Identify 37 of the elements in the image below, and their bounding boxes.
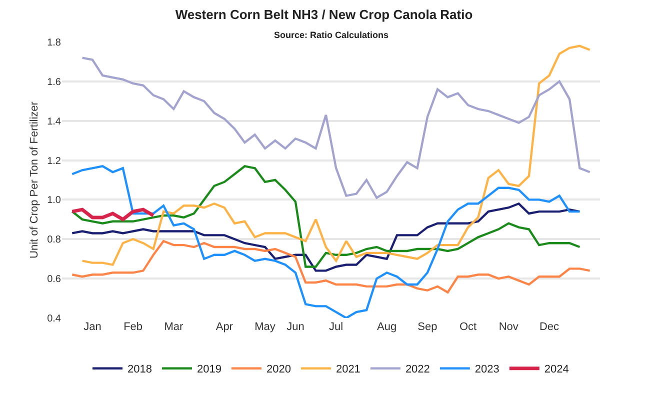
chart-subtitle: Source: Ratio Calculations xyxy=(274,30,389,40)
line-series xyxy=(71,240,591,294)
legend-label: 2019 xyxy=(196,364,222,376)
x-tick-label: Nov xyxy=(498,321,519,333)
chart-title: Western Corn Belt NH3 / New Crop Canola Ratio xyxy=(175,6,473,22)
y-tick-label: 1.4 xyxy=(47,116,62,128)
line-series xyxy=(71,165,581,268)
x-tick-label: Mar xyxy=(164,321,184,333)
line-series xyxy=(71,202,581,272)
legend-label: 2021 xyxy=(336,364,360,376)
legend-label: 2023 xyxy=(474,364,500,376)
y-tick-label: 0.4 xyxy=(47,314,62,324)
x-tick-label: Oct xyxy=(459,321,477,333)
y-tick-label: 0.8 xyxy=(47,234,62,246)
legend-label: 2024 xyxy=(544,364,569,376)
x-tick-label: May xyxy=(254,321,276,333)
legend-label: 2020 xyxy=(266,364,291,376)
x-tick-label: Apr xyxy=(216,321,234,333)
x-tick-label: Jul xyxy=(329,321,344,333)
x-tick-label: Dec xyxy=(539,321,560,333)
legend-label: 2018 xyxy=(128,364,152,376)
y-tick-label: 1.0 xyxy=(47,195,62,206)
y-tick-label: 0.6 xyxy=(47,274,62,286)
line-series xyxy=(81,56,591,199)
x-tick-label: Feb xyxy=(124,321,143,333)
x-tick-label: Jun xyxy=(286,321,304,333)
y-tick-label: 1.6 xyxy=(47,76,62,88)
y-tick-label: 1.2 xyxy=(47,156,62,167)
y-axis-title: Unit of Crop Per Ton of Fertilizer xyxy=(28,101,41,258)
y-tick-label: 1.8 xyxy=(47,38,62,48)
x-tick-label: Aug xyxy=(377,321,397,333)
legend-label: 2022 xyxy=(405,364,430,376)
line-series xyxy=(70,208,156,222)
line-series xyxy=(81,44,591,266)
x-tick-label: Sep xyxy=(418,321,438,333)
line-series xyxy=(71,165,581,318)
x-tick-label: Jan xyxy=(84,321,102,333)
